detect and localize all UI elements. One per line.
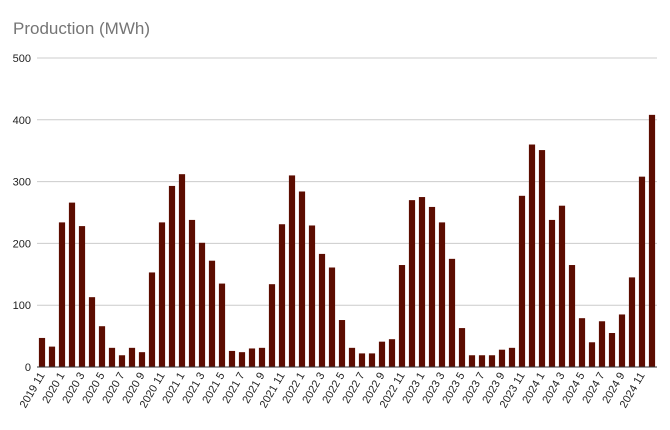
bars [38,114,656,367]
bar-2023-10 [508,347,516,367]
bar-2024-8 [608,333,616,367]
bar-2022-8 [368,353,376,367]
bar-2021-6 [228,350,236,367]
bar-2020-9 [138,352,146,367]
bar-2022-6 [348,347,356,367]
bar-2020-1 [58,222,66,367]
bar-2023-1 [418,197,426,367]
bar-2021-10 [268,284,276,367]
bar-2021-4 [208,260,216,367]
bar-2019-12 [48,346,56,367]
bar-2024-5 [578,318,586,367]
bar-2021-2 [188,219,196,367]
bar-2023-7 [478,355,486,367]
bar-2023-12 [528,144,536,367]
bar-2020-6 [108,347,116,367]
bar-2023-8 [488,355,496,367]
y-tick-label: 500 [13,53,31,65]
bar-2020-10 [148,272,156,367]
bar-2021-12 [288,175,296,367]
y-tick-label: 200 [13,238,31,250]
bar-2024-4 [568,265,576,367]
bar-2022-7 [358,353,366,367]
bar-2020-12 [168,185,176,367]
bar-2019-11 [38,337,46,367]
bar-2021-3 [198,242,206,367]
bar-2023-6 [468,355,476,367]
bar-2022-11 [398,265,406,367]
bar-2020-5 [98,326,106,367]
y-tick-label: 100 [13,300,31,312]
bar-2021-8 [248,348,256,367]
bar-2023-5 [458,328,466,367]
y-tick-label: 300 [13,177,31,189]
bar-2024-11 [638,176,646,367]
chart-title: Production (MWh) [13,19,150,38]
bar-2021-11 [278,224,286,367]
bar-2021-9 [258,347,266,367]
bar-2020-11 [158,222,166,367]
bar-2020-8 [128,347,136,367]
bar-2022-3 [318,253,326,367]
bar-2023-2 [428,206,436,367]
bar-2022-5 [338,320,346,367]
x-tick-label: 2019 11 [18,371,48,411]
bar-2021-5 [218,283,226,367]
bar-2023-11 [518,195,526,367]
bar-2024-10 [628,277,636,367]
bar-2020-7 [118,355,126,367]
bar-2023-9 [498,349,506,367]
bar-2024-1 [538,150,546,367]
y-tick-label: 0 [25,362,31,374]
bar-2024-7 [598,321,606,367]
bar-2022-9 [378,341,386,367]
bar-2024-3 [558,205,566,367]
bar-2020-3 [78,226,86,367]
y-tick-label: 400 [13,115,31,127]
bar-2024-12 [648,114,656,367]
bar-2022-1 [298,191,306,367]
bar-2022-12 [408,200,416,367]
bar-2023-3 [438,222,446,367]
bar-2022-10 [388,339,396,367]
bar-2024-6 [588,342,596,367]
bar-2021-7 [238,352,246,367]
bar-2023-4 [448,258,456,367]
bar-2024-2 [548,219,556,367]
bar-2021-1 [178,174,186,367]
bar-2024-9 [618,314,626,367]
bar-2020-4 [88,297,96,367]
bar-2020-2 [68,202,76,367]
bar-2022-2 [308,225,316,367]
bar-2022-4 [328,267,336,367]
y-axis-tick-labels: 0 100 200 300 400 500 [13,53,31,374]
